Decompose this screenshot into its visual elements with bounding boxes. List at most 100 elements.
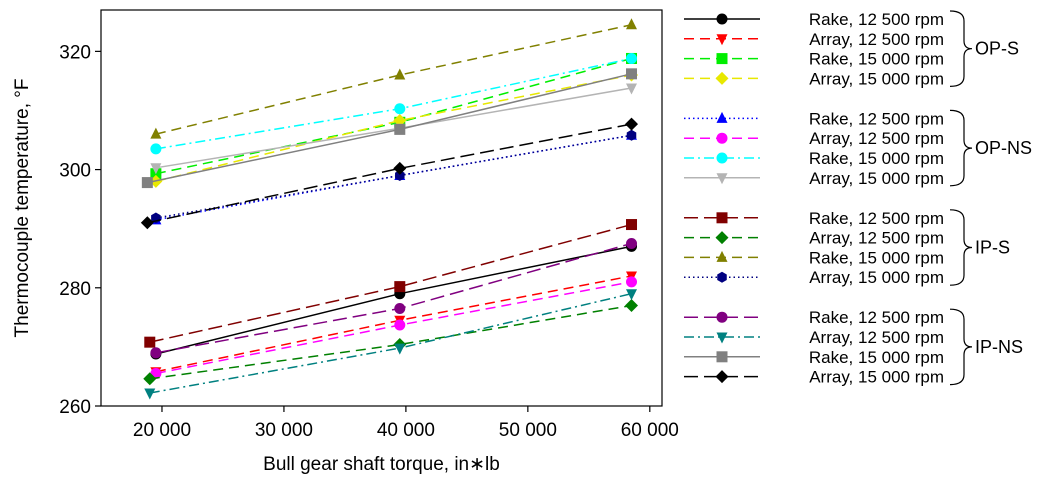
y-axis-label: Thermocouple temperature, °F [12, 79, 33, 338]
legend-label: Rake, 12 500 rpm [809, 308, 944, 327]
data-point [626, 289, 638, 301]
series-line [149, 304, 632, 380]
data-point [393, 161, 407, 175]
legend-entry: Array, 15 000 rpm [684, 169, 944, 188]
legend-marker [716, 311, 728, 323]
series-5 [150, 276, 638, 379]
series-7 [150, 83, 638, 175]
legend-group-label: OP-S [975, 39, 1019, 59]
legend-entry: Array, 15 000 rpm [684, 368, 944, 387]
data-point [150, 163, 162, 175]
legend-marker [715, 71, 729, 85]
legend-entry: Rake, 15 000 rpm [684, 348, 944, 367]
legend-label: Array, 15 000 rpm [809, 169, 944, 188]
legend-label: Rake, 12 500 rpm [809, 109, 944, 128]
legend-label: Rake, 15 000 rpm [809, 348, 944, 367]
legend-group-brace [949, 209, 973, 286]
series-12 [150, 237, 638, 359]
legend-entry: Rake, 15 000 rpm [684, 149, 944, 168]
y-tick-label: 280 [59, 279, 91, 300]
series-4 [150, 128, 638, 225]
data-point [394, 319, 406, 331]
legend-label: Array, 12 500 rpm [809, 229, 944, 248]
plot-frame [100, 9, 663, 407]
data-point [626, 68, 638, 80]
series-10 [150, 18, 638, 139]
legend-marker [716, 250, 728, 262]
legend-entry: Array, 15 000 rpm [684, 69, 944, 88]
series-15 [140, 117, 639, 230]
series-2 [150, 52, 638, 180]
x-axis-label: Bull gear shaft torque, in∗lb [263, 454, 500, 475]
data-point [394, 103, 406, 115]
data-point [625, 299, 639, 313]
legend-entry: Array, 15 000 rpm [684, 268, 944, 287]
legend-group-label: IP-S [975, 238, 1010, 258]
data-point [626, 219, 638, 231]
legend-marker [715, 231, 729, 245]
data-point [140, 216, 154, 230]
series-line [155, 275, 632, 373]
data-point [626, 276, 638, 288]
data-point [143, 372, 157, 386]
legend-entry: Array, 12 500 rpm [684, 328, 944, 347]
data-point [394, 343, 406, 355]
legend-group-label: IP-NS [975, 337, 1023, 357]
legend-marker [716, 132, 728, 144]
data-point [144, 388, 156, 400]
legend-label: Rake, 15 000 rpm [809, 50, 944, 69]
data-point [626, 83, 638, 95]
legend-entry: Rake, 12 500 rpm [684, 209, 944, 228]
legend-label: Array, 15 000 rpm [809, 268, 944, 287]
legend-entry: Rake, 15 000 rpm [684, 50, 944, 69]
legend-marker [716, 34, 728, 46]
series-14 [141, 68, 638, 189]
series-11 [151, 129, 637, 224]
data-point [394, 281, 406, 293]
legend-label: Array, 12 500 rpm [809, 30, 944, 49]
series-8 [144, 219, 638, 348]
data-point [150, 127, 162, 139]
legend-group-brace [949, 109, 973, 187]
legend-marker [716, 351, 728, 363]
legend-entry: Rake, 15 000 rpm [684, 248, 944, 267]
legend-label: Array, 15 000 rpm [809, 69, 944, 88]
legend-entry: Array, 12 500 rpm [684, 30, 944, 49]
series-0 [150, 240, 638, 360]
legend-label: Rake, 15 000 rpm [809, 248, 944, 267]
legend-label: Rake, 12 500 rpm [809, 10, 944, 29]
legend-label: Array, 15 000 rpm [809, 368, 944, 387]
legend-group-brace [949, 308, 973, 386]
legend-marker [716, 152, 728, 164]
legend-marker [716, 173, 728, 185]
series-line [147, 73, 632, 184]
legend-group-label: OP-NS [975, 138, 1032, 158]
data-point [150, 347, 162, 359]
y-tick-label: 300 [59, 161, 91, 182]
data-point [144, 336, 156, 348]
series-line [155, 87, 632, 169]
legend-marker [716, 212, 728, 224]
legend-marker [716, 13, 728, 25]
plot-area [140, 18, 639, 400]
y-tick-label: 260 [59, 397, 91, 418]
series-line [155, 57, 632, 150]
legend-label: Rake, 12 500 rpm [809, 209, 944, 228]
data-point [150, 143, 162, 155]
series-line [149, 223, 632, 343]
data-point [395, 169, 405, 181]
data-point [141, 177, 153, 189]
legend-entry: Rake, 12 500 rpm [684, 109, 944, 128]
legend-marker [717, 271, 727, 283]
legend-entry: Array, 12 500 rpm [684, 129, 944, 148]
data-point [626, 52, 638, 64]
series-13 [144, 289, 638, 400]
legend-entry: Array, 12 500 rpm [684, 229, 944, 248]
data-point [394, 123, 406, 135]
legend-marker [715, 370, 729, 384]
series-6 [150, 52, 638, 155]
legend-entry: Rake, 12 500 rpm [684, 10, 944, 29]
legend-group-brace [949, 10, 973, 87]
